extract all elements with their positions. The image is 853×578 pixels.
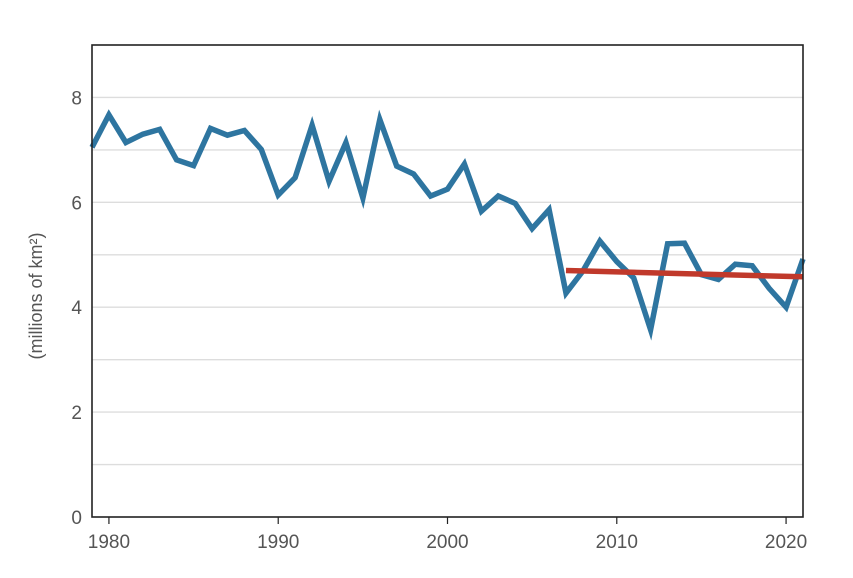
- y-tick-label: 6: [71, 193, 82, 214]
- x-tick-label: 2020: [765, 532, 807, 553]
- x-tick-label: 1990: [257, 532, 299, 553]
- plot-frame: [91, 44, 804, 518]
- y-tick-label: 4: [71, 298, 82, 319]
- series-layer: [89, 109, 806, 341]
- y-tick-label: 2: [71, 403, 82, 424]
- trend-line: [565, 267, 804, 280]
- series-line: [89, 109, 806, 341]
- x-tick-label: 2000: [426, 532, 468, 553]
- y-axis-label: (millions of km²): [26, 232, 46, 359]
- x-tick-label: 1980: [88, 532, 130, 553]
- x-tick-labels: 1980 1990 2000 2010 2020: [88, 517, 807, 553]
- grid-lines: [92, 96, 803, 466]
- y-tick-label: 0: [71, 508, 82, 529]
- y-tick-label: 8: [71, 88, 82, 109]
- x-tick-label: 2010: [596, 532, 638, 553]
- y-tick-labels: 0 2 4 6 8: [71, 88, 82, 529]
